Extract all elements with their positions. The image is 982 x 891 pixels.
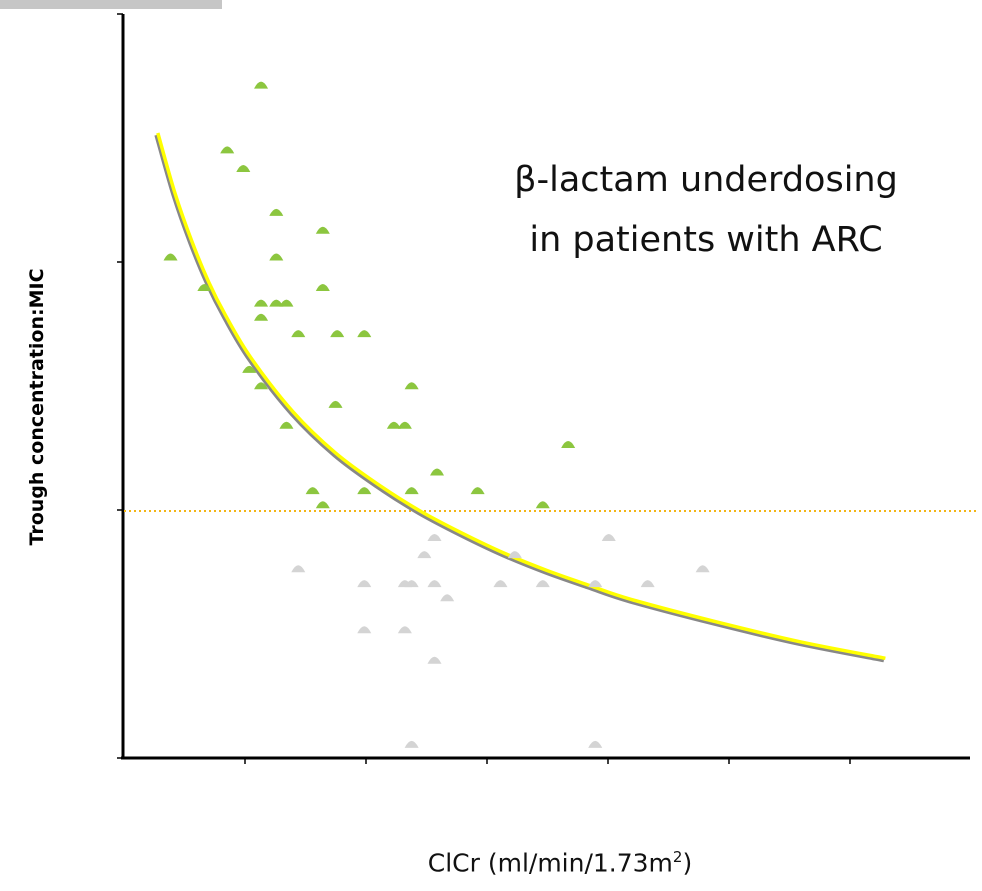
- data-point-grey: [507, 551, 522, 559]
- data-point-grey: [588, 740, 603, 748]
- data-point-green: [254, 299, 269, 307]
- data-point-grey: [357, 626, 372, 634]
- data-point-green: [561, 441, 576, 449]
- data-point-grey: [695, 565, 710, 573]
- data-point-grey: [493, 580, 508, 588]
- data-point-green: [254, 382, 269, 390]
- data-point-green: [269, 253, 284, 261]
- data-point-green: [269, 299, 284, 307]
- data-point-green: [430, 468, 445, 476]
- data-point-green: [315, 284, 330, 292]
- data-point-grey: [427, 656, 442, 664]
- data-point-green: [330, 330, 345, 338]
- data-point-grey: [291, 565, 306, 573]
- data-point-grey: [404, 740, 419, 748]
- data-point-green: [397, 421, 412, 429]
- x-axis-label-tail: ): [682, 848, 693, 878]
- data-point-green: [404, 382, 419, 390]
- data-point-grey: [357, 580, 372, 588]
- data-point-green: [254, 313, 269, 321]
- data-point-grey: [440, 594, 455, 602]
- data-point-grey: [397, 626, 412, 634]
- data-point-green: [269, 208, 284, 216]
- data-point-green: [291, 330, 306, 338]
- data-point-green: [315, 501, 330, 509]
- data-point-grey: [427, 580, 442, 588]
- x-axis-ticks: [244, 758, 851, 764]
- x-axis-label-sup: 2: [672, 848, 683, 866]
- annotation-line-1: β-lactam underdosing: [514, 160, 898, 200]
- axes: [117, 13, 970, 764]
- header-tab: [0, 0, 222, 9]
- data-point-green: [197, 284, 212, 292]
- trend-curve-shadow: [154, 134, 885, 663]
- data-point-green: [357, 487, 372, 495]
- data-point-green: [328, 400, 343, 408]
- data-point-grey: [601, 534, 616, 542]
- data-point-green: [254, 81, 269, 89]
- data-points: [163, 81, 710, 748]
- data-point-grey: [588, 580, 603, 588]
- data-point-green: [386, 421, 401, 429]
- data-point-grey: [640, 580, 655, 588]
- data-point-grey: [417, 551, 432, 559]
- data-point-grey: [535, 580, 550, 588]
- data-point-green: [279, 299, 294, 307]
- data-point-green: [163, 253, 178, 261]
- y-axis-ticks: [117, 13, 123, 759]
- data-point-green: [279, 421, 294, 429]
- data-point-green: [535, 501, 550, 509]
- x-axis-label: ClCr (ml/min/1.73m2): [380, 848, 740, 877]
- data-point-grey: [404, 580, 419, 588]
- data-point-green: [305, 487, 320, 495]
- y-axis-label: Trough concentration:MIC: [26, 268, 48, 545]
- data-point-green: [220, 146, 235, 154]
- data-point-green: [357, 330, 372, 338]
- data-point-green: [315, 226, 330, 234]
- annotation-line-2: in patients with ARC: [529, 220, 882, 260]
- data-point-green: [242, 365, 257, 373]
- data-point-grey: [427, 534, 442, 542]
- x-axis-label-main: ClCr (ml/min/1.73m: [427, 848, 673, 878]
- data-point-green: [404, 487, 419, 495]
- data-point-green: [236, 165, 251, 173]
- data-point-green: [470, 487, 485, 495]
- trend-curve: [156, 132, 886, 661]
